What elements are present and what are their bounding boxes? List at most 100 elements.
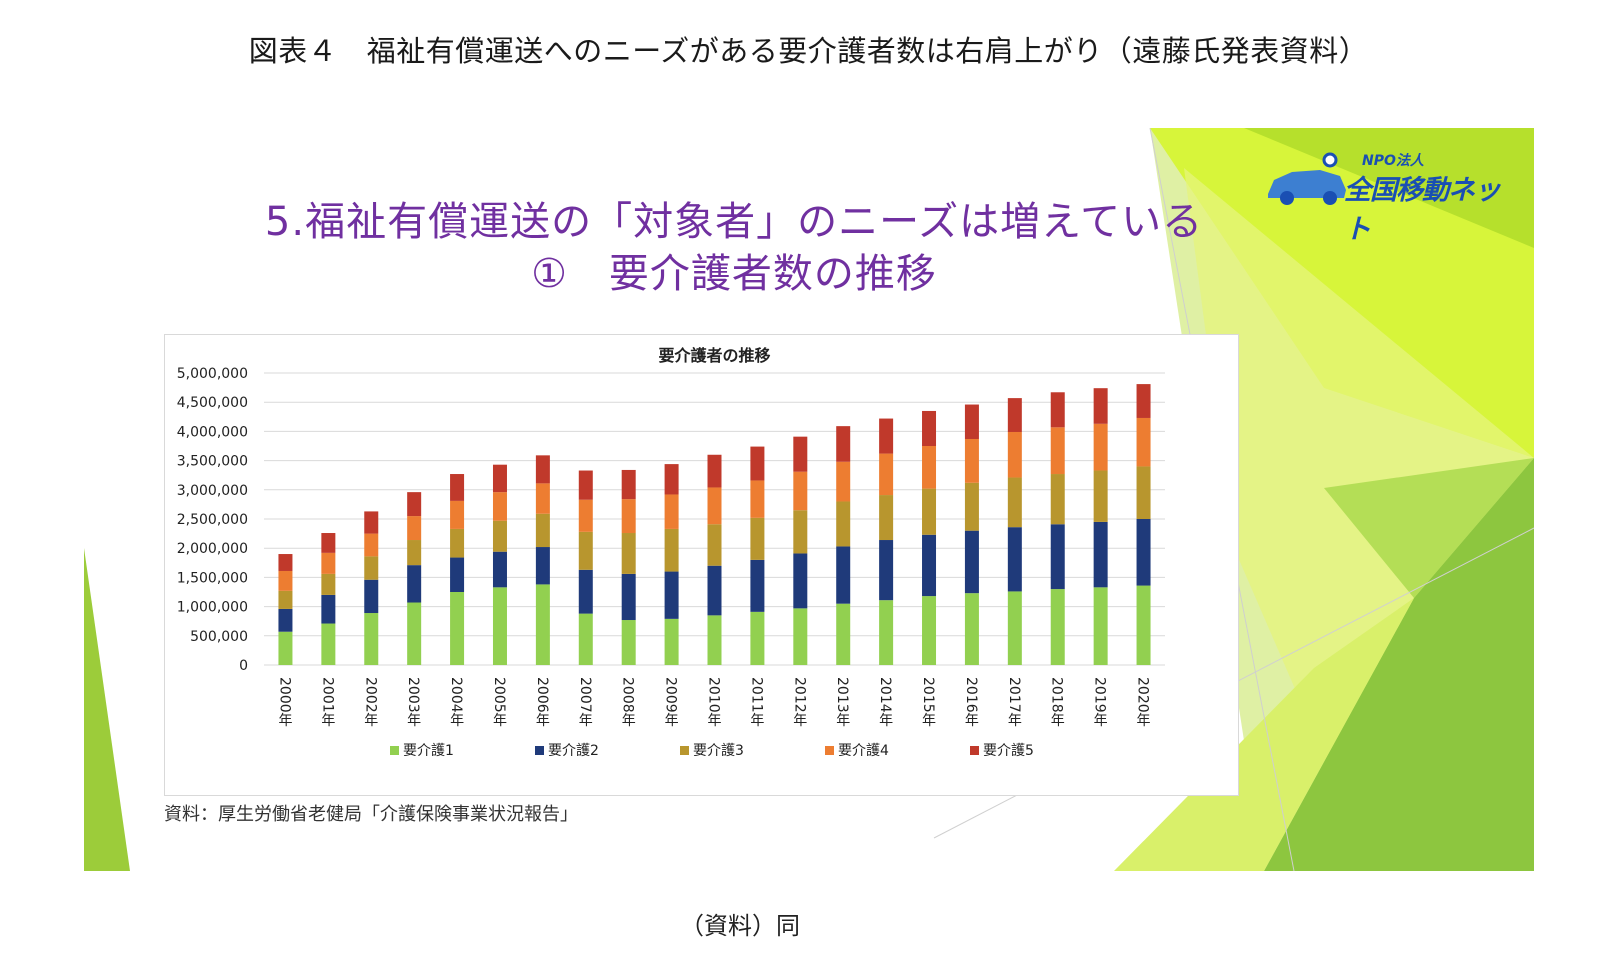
bar-segment: [793, 510, 808, 554]
y-tick-label: 2,000,000: [177, 541, 248, 557]
x-tick-label-suffix: 年: [579, 713, 593, 729]
bar-segment: [278, 590, 293, 609]
bar-segment: [1136, 519, 1151, 586]
bar-segment: [407, 565, 422, 603]
bar-segment: [1007, 477, 1022, 528]
x-tick-label-suffix: 年: [879, 713, 893, 729]
x-tick-label-suffix: 年: [1137, 713, 1151, 729]
bar-segment: [750, 559, 765, 612]
x-tick-label-suffix: 年: [278, 713, 292, 729]
bar-segment: [278, 570, 293, 591]
y-tick-label: 4,000,000: [177, 424, 248, 440]
bar-segment: [922, 446, 937, 489]
x-tick-label: 2013: [834, 677, 850, 713]
bar-segment: [364, 511, 379, 534]
bar-segment: [964, 404, 979, 439]
bar-segment: [535, 455, 550, 484]
logo-npo-text: NPO法人: [1362, 153, 1424, 169]
bar-segment: [707, 615, 722, 665]
bar-segment: [321, 533, 336, 553]
bar-segment: [278, 631, 293, 665]
bar-segment: [922, 410, 937, 446]
bar-segment: [664, 528, 679, 572]
bar-segment: [664, 494, 679, 529]
bar-segment: [364, 579, 379, 614]
bar-segment: [621, 469, 636, 500]
legend-label: 要介護4: [838, 743, 889, 759]
bar-segment: [750, 611, 765, 665]
legend-swatch: [535, 746, 544, 755]
figure-title: 図表４ 福祉有償運送へのニーズがある要介護者数は右肩上がり（遠藤氏発表資料）: [248, 34, 1369, 68]
bar-segment: [278, 608, 293, 632]
bar-segment: [879, 418, 894, 454]
bar-segment: [364, 613, 379, 665]
x-tick-label-suffix: 年: [493, 713, 507, 729]
bar-segment: [535, 483, 550, 514]
bar-segment: [578, 531, 593, 570]
bar-segment: [964, 438, 979, 483]
bar-segment: [879, 495, 894, 541]
bar-segment: [578, 499, 593, 532]
source-note: 資料：厚生労働省老健局「介護保険事業状況報告」: [164, 804, 578, 825]
x-tick-label-suffix: 年: [450, 713, 464, 729]
bar-segment: [964, 530, 979, 594]
bar-segment: [1093, 521, 1108, 588]
bar-segment: [1093, 470, 1108, 522]
x-tick-label: 2019: [1092, 677, 1108, 713]
y-tick-label: 3,500,000: [177, 454, 248, 470]
bar-segment: [793, 553, 808, 609]
legend-swatch: [970, 746, 979, 755]
bar-segment: [836, 461, 851, 502]
bar-segment: [578, 470, 593, 500]
x-tick-label: 2020: [1135, 677, 1151, 713]
legend-label: 要介護2: [548, 743, 599, 759]
x-tick-label: 2007: [577, 677, 593, 713]
x-tick-label-suffix: 年: [407, 713, 421, 729]
bar-segment: [1136, 585, 1151, 665]
stacked-bar-chart: 要介護者の推移 0 500,000 1,000,000 1,500,000 2,000,0…: [177, 346, 1165, 759]
slide-title: 5.福祉有償運送の「対象者」のニーズは増えている ① 要介護者数の推移: [174, 196, 1294, 300]
bar-segment: [450, 474, 465, 501]
bar-segment: [836, 426, 851, 462]
x-tick-label: 2012: [791, 677, 807, 713]
bar-segment: [1050, 589, 1065, 665]
bar-segment: [450, 528, 465, 558]
slide-title-line1: 5.福祉有償運送の「対象者」のニーズは増えている: [264, 199, 1204, 245]
slide-title-line2: ① 要介護者数の推移: [531, 251, 937, 297]
bar-segment: [707, 487, 722, 525]
bar-segment: [1093, 587, 1108, 665]
legend-swatch: [825, 746, 834, 755]
y-tick-label: 1,500,000: [177, 570, 248, 586]
bar-segment: [1093, 423, 1108, 471]
bar-segment: [964, 593, 979, 665]
bar-segment: [535, 584, 550, 665]
bar-segment: [321, 594, 336, 624]
bar-segment: [407, 540, 422, 566]
bar-segment: [922, 534, 937, 597]
x-tick-label: 2017: [1006, 677, 1022, 713]
bar-segment: [407, 492, 422, 517]
x-tick-label: 2015: [920, 677, 936, 713]
legend-label: 要介護5: [983, 743, 1034, 759]
bar-segment: [535, 547, 550, 585]
bar-segment: [750, 480, 765, 518]
bar-segment: [450, 592, 465, 665]
npo-logo: NPO法人 全国移動ネット: [1262, 150, 1512, 245]
x-tick-label-suffix: 年: [536, 713, 550, 729]
x-tick-label: 2000: [276, 677, 292, 713]
bar-segment: [321, 623, 336, 665]
bar-segment: [621, 499, 636, 534]
bar-segment: [836, 603, 851, 665]
x-tick-label-suffix: 年: [364, 713, 378, 729]
bar-segment: [836, 501, 851, 547]
slide: NPO法人 全国移動ネット 5.福祉有償運送の「対象者」のニーズは増えている ①…: [84, 128, 1534, 871]
x-tick-label-suffix: 年: [1008, 713, 1022, 729]
bar-segment: [707, 524, 722, 566]
y-tick-label: 5,000,000: [177, 366, 248, 382]
bar-segment: [750, 517, 765, 560]
bar-segment: [1007, 527, 1022, 592]
x-tick-label: 2006: [534, 677, 550, 713]
chart-title: 要介護者の推移: [658, 346, 770, 365]
bar-segment: [793, 471, 808, 511]
x-tick-label: 2009: [663, 677, 679, 713]
